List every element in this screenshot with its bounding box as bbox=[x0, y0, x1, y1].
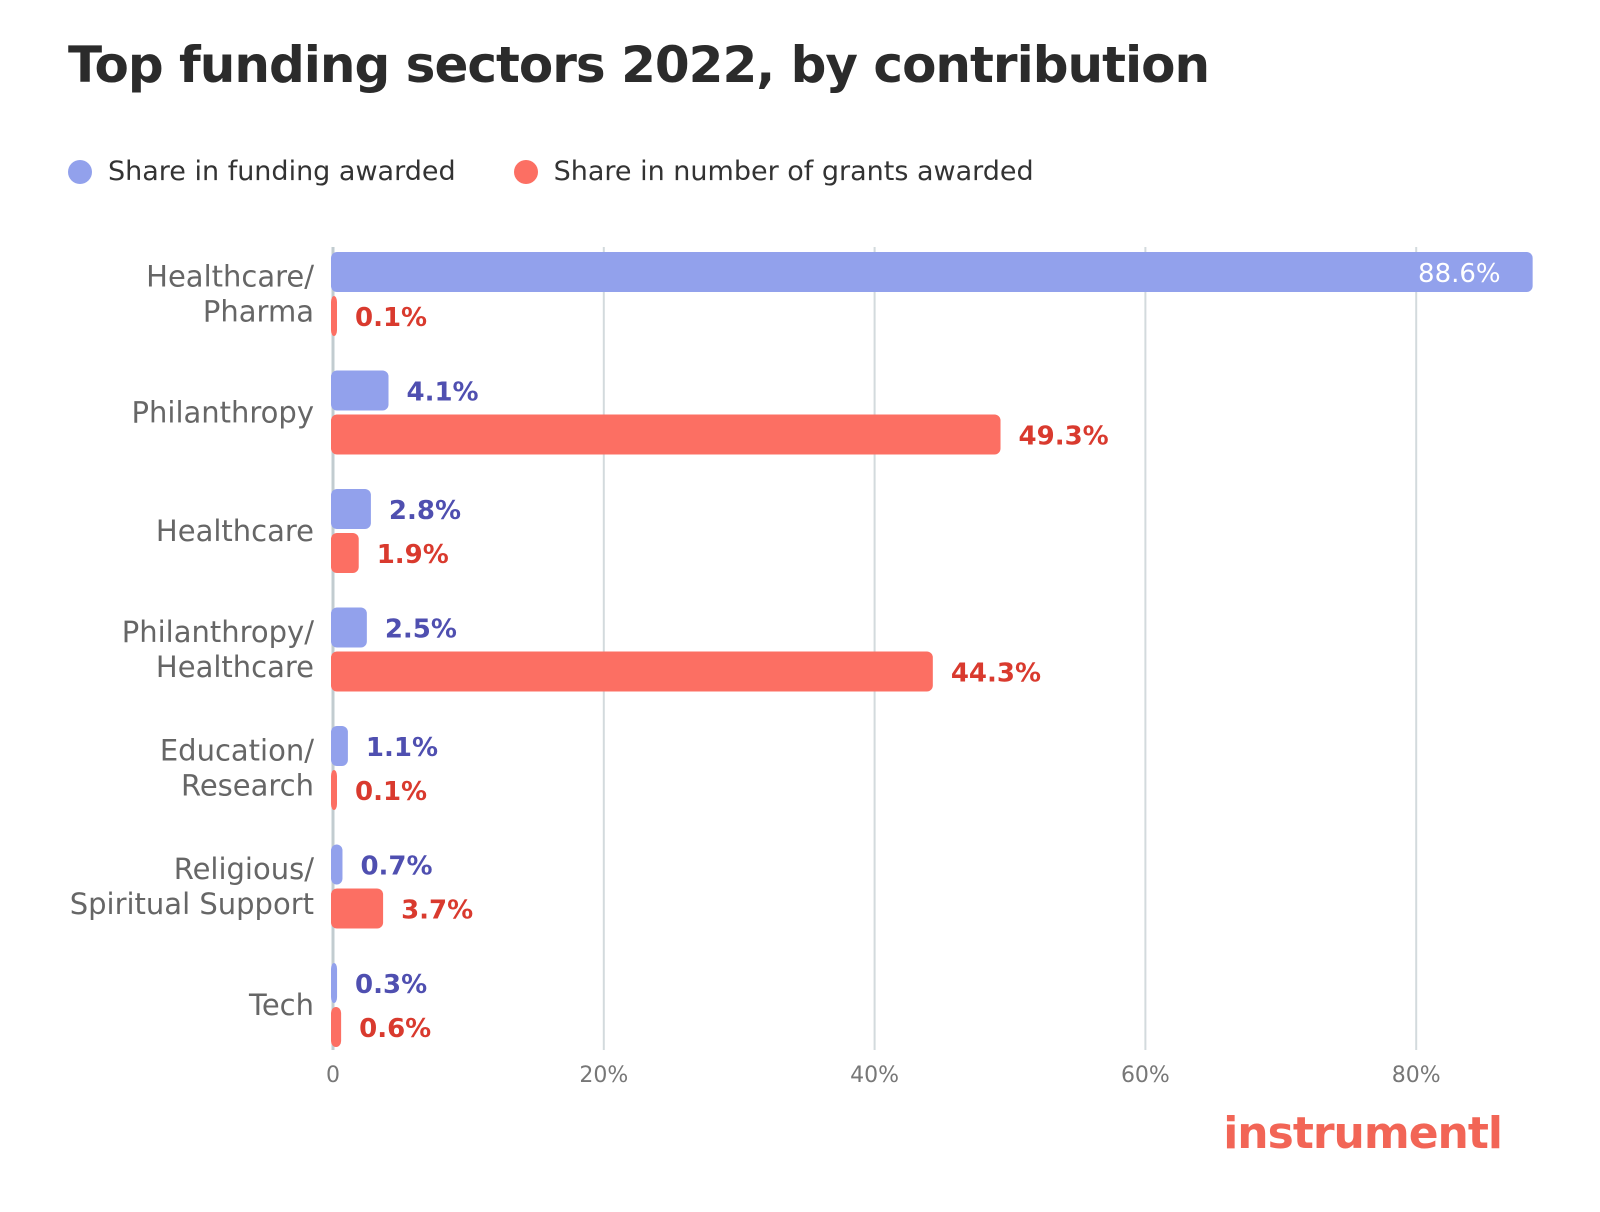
x-tick-label: 0 bbox=[326, 1063, 340, 1088]
category-label: Tech bbox=[248, 988, 314, 1022]
data-label: 1.9% bbox=[377, 540, 449, 570]
data-label: 4.1% bbox=[407, 378, 479, 408]
x-tick-label: 80% bbox=[1392, 1063, 1441, 1088]
data-label: 2.8% bbox=[389, 496, 461, 526]
category-label: Healthcare bbox=[156, 650, 314, 684]
bar bbox=[331, 844, 343, 885]
legend-item-funding: Share in funding awarded bbox=[68, 156, 456, 187]
value-labels: 88.6% 0.1% 4.1% 49.3% 2.8% 1.9% 2.5% 44.3% 1.1% 0… bbox=[355, 259, 1501, 1044]
bar bbox=[331, 651, 933, 692]
brand-logo: instrumentl bbox=[1223, 1108, 1503, 1159]
category-label: Spiritual Support bbox=[70, 887, 314, 921]
bar bbox=[331, 770, 337, 810]
x-tick-label: 60% bbox=[1121, 1063, 1170, 1088]
bars bbox=[331, 252, 1533, 1047]
data-label: 0.1% bbox=[355, 777, 427, 807]
category-label: Philanthropy/ bbox=[122, 615, 314, 649]
category-label: Research bbox=[181, 769, 314, 803]
data-label: 0.1% bbox=[355, 303, 427, 333]
legend-dot-grants bbox=[513, 159, 538, 184]
x-tick-label: 40% bbox=[850, 1063, 899, 1088]
legend-label-grants: Share in number of grants awarded bbox=[553, 156, 1034, 187]
bar bbox=[331, 489, 371, 529]
data-label: 0.6% bbox=[359, 1014, 431, 1044]
legend-item-grants: Share in number of grants awarded bbox=[513, 156, 1034, 187]
bar bbox=[331, 963, 338, 1003]
bar bbox=[331, 252, 1533, 292]
category-label: Healthcare bbox=[156, 514, 314, 548]
x-axis-ticks: 0 20% 40% 60% 80% bbox=[326, 1063, 1441, 1088]
bar bbox=[331, 726, 348, 766]
legend-label-funding: Share in funding awarded bbox=[108, 156, 456, 187]
category-labels: Healthcare/PharmaPhilanthropyHealthcareP… bbox=[70, 260, 315, 1023]
bar bbox=[331, 533, 359, 573]
chart-title: Top funding sectors 2022, by contributio… bbox=[68, 36, 1210, 94]
data-label: 0.3% bbox=[355, 970, 427, 1000]
x-tick-label: 20% bbox=[579, 1063, 628, 1088]
data-label: 2.5% bbox=[385, 615, 457, 645]
category-label: Religious/ bbox=[174, 852, 315, 886]
legend-dot-funding bbox=[68, 159, 92, 184]
bar bbox=[331, 888, 384, 929]
category-label: Pharma bbox=[203, 295, 314, 329]
data-label: 49.3% bbox=[1019, 422, 1109, 452]
bar bbox=[331, 1007, 342, 1047]
legend: Share in funding awarded Share in number… bbox=[68, 156, 1092, 187]
bar bbox=[331, 607, 367, 648]
data-label: 3.7% bbox=[401, 896, 473, 926]
category-label: Philanthropy bbox=[132, 396, 314, 430]
category-label: Education/ bbox=[160, 734, 314, 768]
data-label: 88.6% bbox=[1418, 259, 1501, 289]
data-label: 1.1% bbox=[366, 733, 438, 763]
bar bbox=[331, 296, 337, 336]
bar bbox=[331, 370, 389, 411]
gridlines bbox=[331, 247, 1418, 1050]
data-label: 44.3% bbox=[951, 659, 1041, 689]
bar bbox=[331, 414, 1001, 455]
category-label: Healthcare/ bbox=[146, 260, 314, 294]
data-label: 0.7% bbox=[360, 852, 432, 882]
